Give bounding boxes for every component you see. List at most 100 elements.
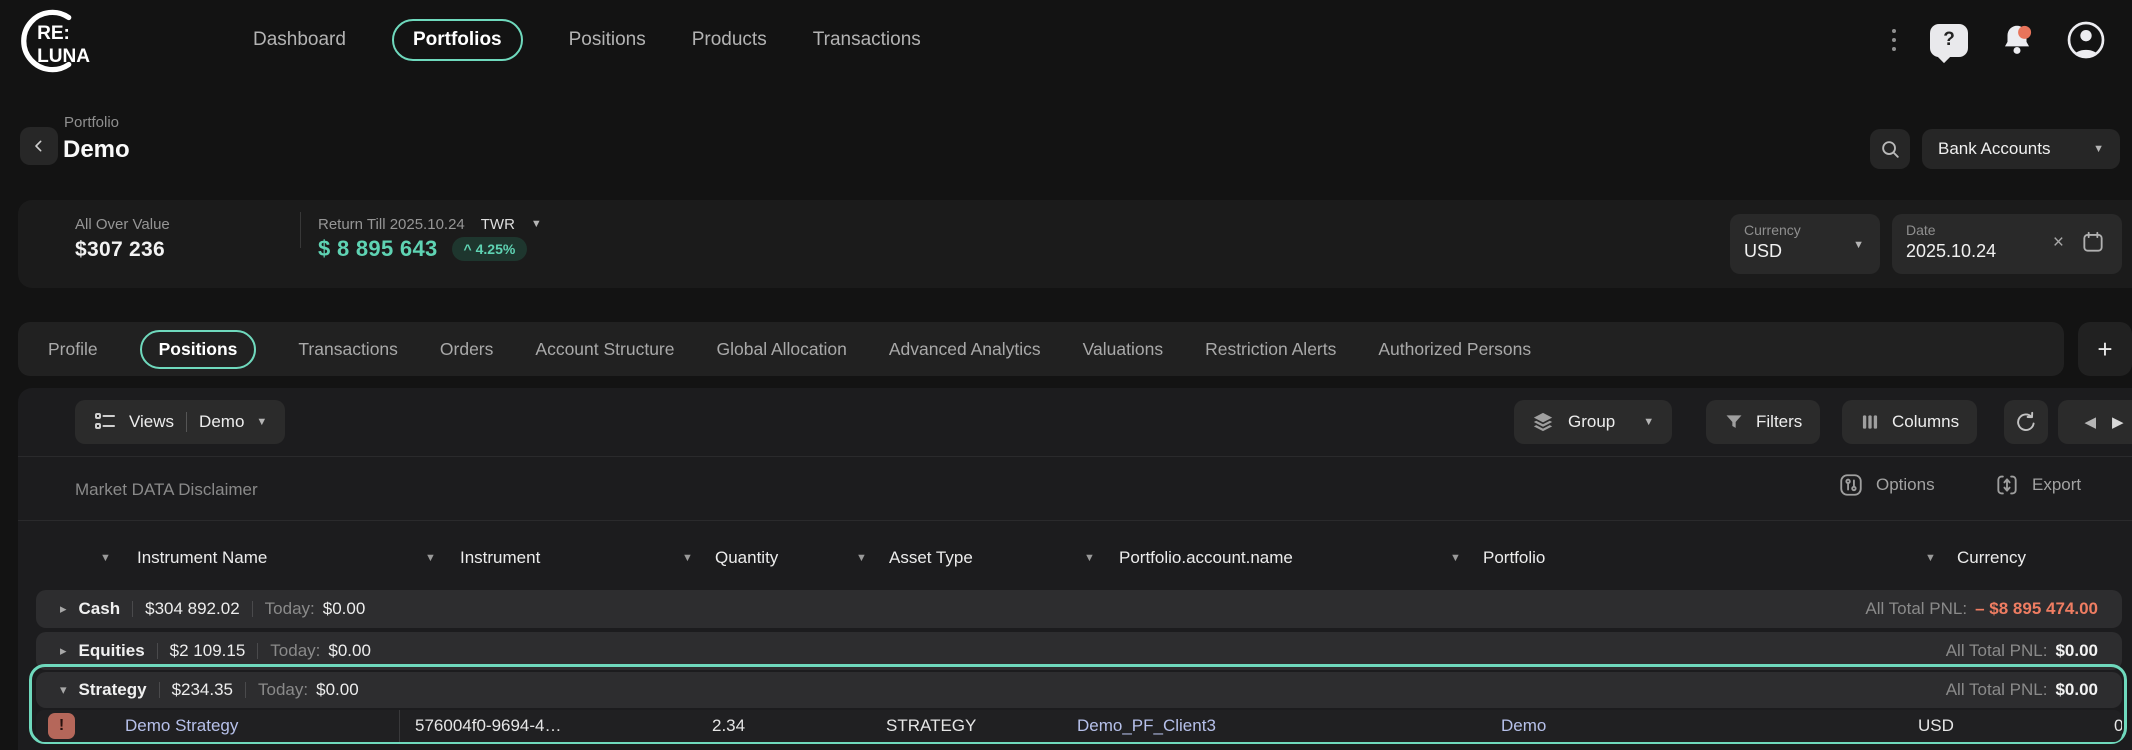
expand-icon[interactable]: ▸: [60, 601, 67, 616]
tab-global-allocation[interactable]: Global Allocation: [716, 338, 847, 359]
column-header-portfolio[interactable]: Portfolio: [1483, 548, 1546, 567]
column-header-instrument-name[interactable]: Instrument Name: [137, 548, 268, 567]
chevron-down-icon[interactable]: ▼: [530, 218, 542, 230]
nav-item-portfolios[interactable]: Portfolios: [391, 19, 523, 61]
group-row-cash[interactable]: ▸ Cash $304 892.02 Today: $0.00 All Tota…: [36, 590, 2122, 628]
tab-advanced-analytics[interactable]: Advanced Analytics: [888, 338, 1041, 359]
search-button[interactable]: [1870, 129, 1910, 169]
column-header-quantity[interactable]: Quantity: [715, 548, 779, 567]
calendar-icon[interactable]: [2080, 229, 2106, 260]
tab-orders[interactable]: Orders: [439, 338, 494, 359]
refresh-button[interactable]: [2004, 400, 2048, 444]
next-arrow-icon[interactable]: ▶: [2112, 414, 2124, 431]
all-over-value-label: All Over Value: [75, 216, 170, 233]
top-navigation: RE: LUNA Dashboard Portfolios Positions …: [0, 0, 2132, 80]
app-logo[interactable]: RE: LUNA: [18, 6, 142, 81]
expand-icon[interactable]: ▸: [60, 643, 67, 658]
notifications-icon[interactable]: [1998, 21, 2036, 59]
clear-date-icon[interactable]: ×: [2052, 232, 2064, 253]
bank-accounts-dropdown[interactable]: Bank Accounts ▼: [1922, 129, 2120, 169]
all-over-value-block: All Over Value $307 236: [75, 216, 170, 262]
columns-button[interactable]: Columns: [1842, 400, 1978, 444]
cell-portfolio[interactable]: Demo: [1501, 716, 1547, 735]
filters-label: Filters: [1756, 412, 1803, 431]
column-header-portfolio-account-name[interactable]: Portfolio.account.name: [1119, 548, 1293, 567]
date-label: Date: [1906, 222, 1936, 238]
pnl-value: – $8 895 474.00: [1975, 599, 2098, 618]
collapse-icon[interactable]: ▾: [60, 682, 67, 697]
nav-item-transactions[interactable]: Transactions: [812, 29, 921, 50]
cell-asset-type: STRATEGY: [886, 716, 977, 735]
chevron-down-icon: ▼: [1853, 239, 1864, 251]
options-button[interactable]: Options: [1838, 472, 1935, 498]
nav-actions: ?: [1888, 0, 2106, 80]
tab-account-structure[interactable]: Account Structure: [535, 338, 675, 359]
column-header-currency[interactable]: Currency: [1957, 548, 2026, 567]
logo-text-line2: LUNA: [37, 46, 90, 67]
prev-arrow-icon[interactable]: ◀: [2084, 414, 2096, 431]
columns-label: Columns: [1892, 412, 1960, 431]
cell-portfolio-account-name[interactable]: Demo_PF_Client3: [1077, 716, 1216, 735]
tab-authorized-persons[interactable]: Authorized Persons: [1378, 338, 1532, 359]
column-menu-icon[interactable]: ▼: [1450, 552, 1461, 564]
add-tab-button[interactable]: +: [2078, 322, 2132, 376]
divider: [156, 643, 158, 659]
market-data-disclaimer[interactable]: Market DATA Disclaimer: [75, 480, 258, 499]
help-icon[interactable]: ?: [1930, 23, 1968, 57]
views-value: Demo: [199, 412, 245, 431]
group-row-strategy[interactable]: ▾ Strategy $234.35 Today: $0.00 All Tota…: [36, 672, 2122, 708]
search-icon: [1882, 141, 1899, 158]
kebab-menu-icon[interactable]: [1888, 25, 1900, 55]
divider: [245, 682, 247, 698]
column-menu-icon[interactable]: ▼: [425, 552, 436, 564]
pnl-label: All Total PNL:: [1945, 680, 2048, 699]
filters-button[interactable]: Filters: [1706, 400, 1821, 444]
tab-restriction-alerts[interactable]: Restriction Alerts: [1205, 338, 1337, 359]
cell-instrument-name[interactable]: Demo Strategy: [125, 716, 239, 735]
cell-clipped-value: 0: [2114, 716, 2122, 735]
column-menu-icon[interactable]: ▼: [100, 552, 111, 564]
views-dropdown[interactable]: Views Demo ▼: [75, 400, 286, 444]
today-label: Today:: [264, 599, 315, 618]
options-label: Options: [1876, 475, 1935, 494]
column-menu-icon[interactable]: ▼: [1084, 552, 1095, 564]
group-total: $234.35: [171, 680, 234, 699]
nav-item-dashboard[interactable]: Dashboard: [253, 29, 346, 50]
date-picker[interactable]: Date 2025.10.24 ×: [1892, 214, 2122, 274]
nav-item-products[interactable]: Products: [691, 29, 767, 50]
return-label: Return Till 2025.10.24: [318, 216, 465, 233]
return-mode[interactable]: TWR: [480, 216, 515, 233]
group-row-equities[interactable]: ▸ Equities $2 109.15 Today: $0.00 All To…: [36, 632, 2122, 670]
export-button[interactable]: Export: [1994, 472, 2081, 498]
nav-item-positions[interactable]: Positions: [568, 29, 646, 50]
column-header-asset-type[interactable]: Asset Type: [889, 548, 973, 567]
divider: [251, 601, 253, 617]
chevron-down-icon: ▼: [1643, 415, 1655, 428]
group-dropdown[interactable]: Group ▼: [1514, 400, 1673, 444]
avatar[interactable]: [2066, 20, 2106, 60]
back-button[interactable]: [20, 127, 58, 165]
tab-profile[interactable]: Profile: [48, 338, 98, 359]
pnl-value: $0.00: [2055, 680, 2098, 699]
column-menu-icon[interactable]: ▼: [856, 552, 867, 564]
divider: [158, 682, 160, 698]
warning-icon[interactable]: !: [48, 713, 75, 739]
currency-dropdown[interactable]: Currency USD ▼: [1730, 214, 1880, 274]
pnl-value: $0.00: [2055, 641, 2098, 660]
cell-instrument: 576004f0-9694-4…: [415, 716, 562, 735]
pager-buttons[interactable]: ◀ ▶: [2058, 400, 2132, 444]
tab-valuations[interactable]: Valuations: [1082, 338, 1164, 359]
return-change-badge: ^ 4.25%: [451, 237, 528, 261]
cell-currency: USD: [1918, 716, 1954, 735]
pnl-label: All Total PNL:: [1945, 641, 2048, 660]
column-header-instrument[interactable]: Instrument: [460, 548, 541, 567]
date-value: 2025.10.24: [1906, 241, 1997, 261]
tab-positions[interactable]: Positions: [139, 329, 257, 369]
divider: [186, 412, 188, 432]
column-menu-icon[interactable]: ▼: [1925, 552, 1936, 564]
divider: [18, 520, 2132, 521]
column-menu-icon[interactable]: ▼: [682, 552, 693, 564]
tab-transactions[interactable]: Transactions: [298, 338, 398, 359]
table-row[interactable]: ! Demo Strategy 576004f0-9694-4… 2.34 ST…: [36, 710, 2122, 742]
